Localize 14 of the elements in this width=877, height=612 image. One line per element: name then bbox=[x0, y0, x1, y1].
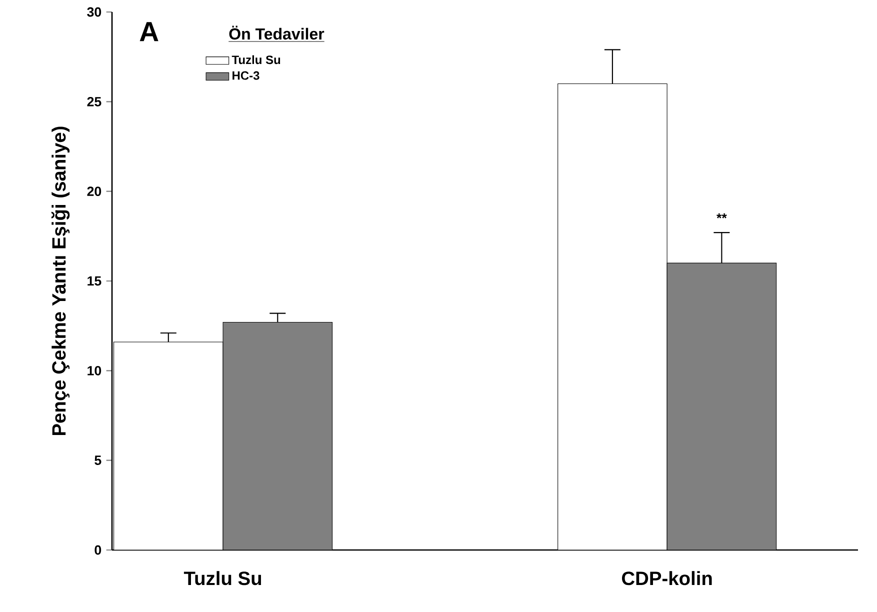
y-tick-label: 10 bbox=[88, 366, 102, 376]
y-tick-label: 25 bbox=[87, 96, 102, 106]
annotation: A bbox=[140, 22, 158, 42]
y-tick-label: 0 bbox=[94, 545, 102, 555]
annotation: ** bbox=[716, 213, 727, 218]
legend-title: Ön Tedaviler bbox=[229, 26, 324, 40]
legend-label: Tuzlu Su bbox=[232, 55, 280, 64]
y-tick-label: 30 bbox=[87, 7, 102, 17]
y-axis-title: Pençe Çekme Yanıtı Eşiği (saniye) bbox=[51, 126, 70, 435]
y-tick-label: 5 bbox=[94, 456, 102, 465]
x-tick-label: CDP-kolin bbox=[622, 571, 712, 586]
legend-label: HC-3 bbox=[232, 71, 260, 80]
y-tick-label: 15 bbox=[88, 276, 102, 286]
y-tick-label: 20 bbox=[87, 186, 102, 196]
